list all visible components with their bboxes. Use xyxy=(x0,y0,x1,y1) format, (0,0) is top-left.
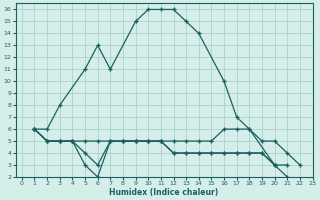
X-axis label: Humidex (Indice chaleur): Humidex (Indice chaleur) xyxy=(109,188,219,197)
